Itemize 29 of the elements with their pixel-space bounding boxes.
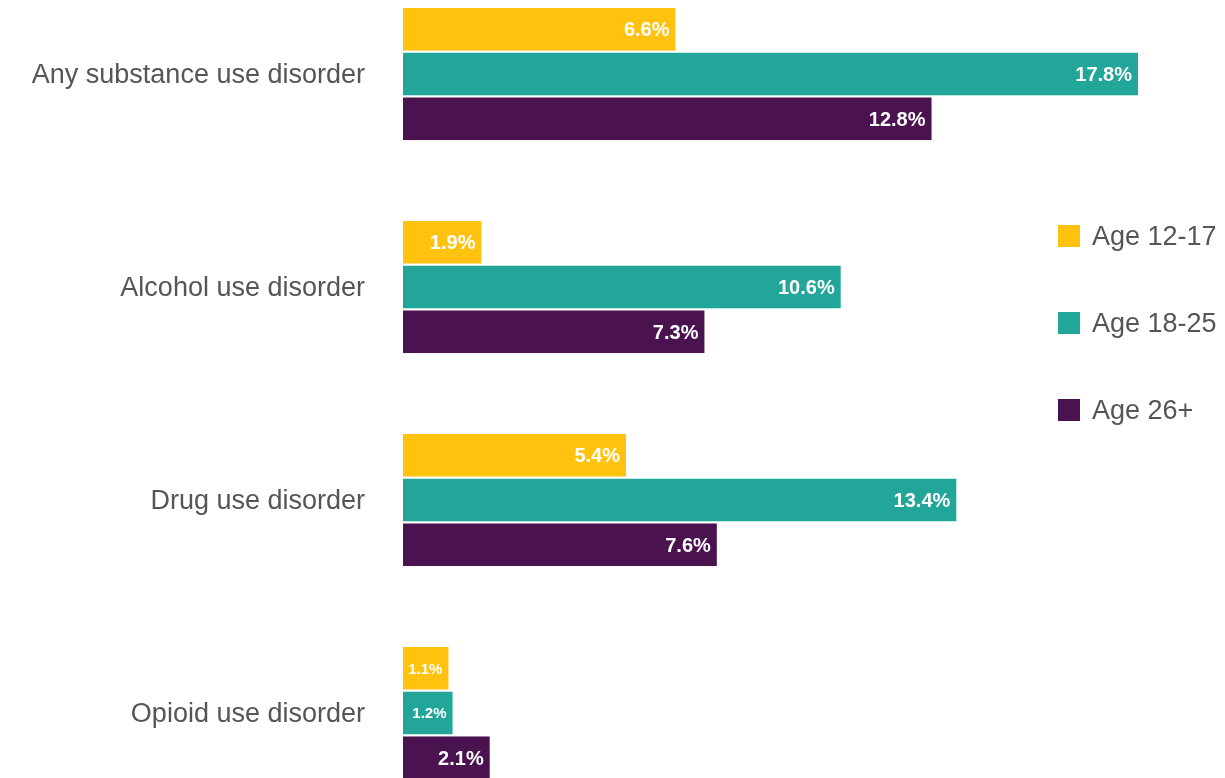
legend-label: Age 26+: [1092, 395, 1194, 425]
data-label: 6.6%: [623, 18, 670, 41]
data-label: 1.1%: [408, 659, 443, 677]
data-label: 5.4%: [574, 444, 621, 467]
bar: [403, 478, 957, 522]
bar: [403, 265, 841, 309]
y-tick-label: Any substance use disorder: [31, 59, 365, 90]
data-label: 1.2%: [412, 704, 447, 722]
data-label: 7.3%: [652, 320, 699, 343]
bar: [403, 8, 676, 51]
bar: [403, 523, 717, 567]
y-tick-label: Drug use disorder: [150, 484, 365, 515]
data-label: 1.9%: [429, 231, 476, 254]
data-label: 2.1%: [438, 746, 484, 769]
data-label: 12.8%: [868, 107, 926, 130]
bar: [403, 433, 626, 477]
bar: [403, 97, 932, 141]
data-label: 10.6%: [777, 276, 835, 299]
data-label: 17.8%: [1075, 63, 1133, 86]
y-tick-label: Opioid use disorder: [130, 697, 365, 728]
y-tick-label: Alcohol use disorder: [120, 272, 365, 303]
bar: [403, 736, 490, 778]
bar: [403, 310, 705, 354]
legend-label: Age 18-25: [1092, 308, 1217, 338]
bar: [403, 691, 453, 735]
data-label: 7.6%: [665, 533, 712, 556]
data-label: 13.4%: [893, 488, 951, 511]
bar: [403, 52, 1138, 96]
legend-label: Age 12-17: [1092, 221, 1217, 251]
